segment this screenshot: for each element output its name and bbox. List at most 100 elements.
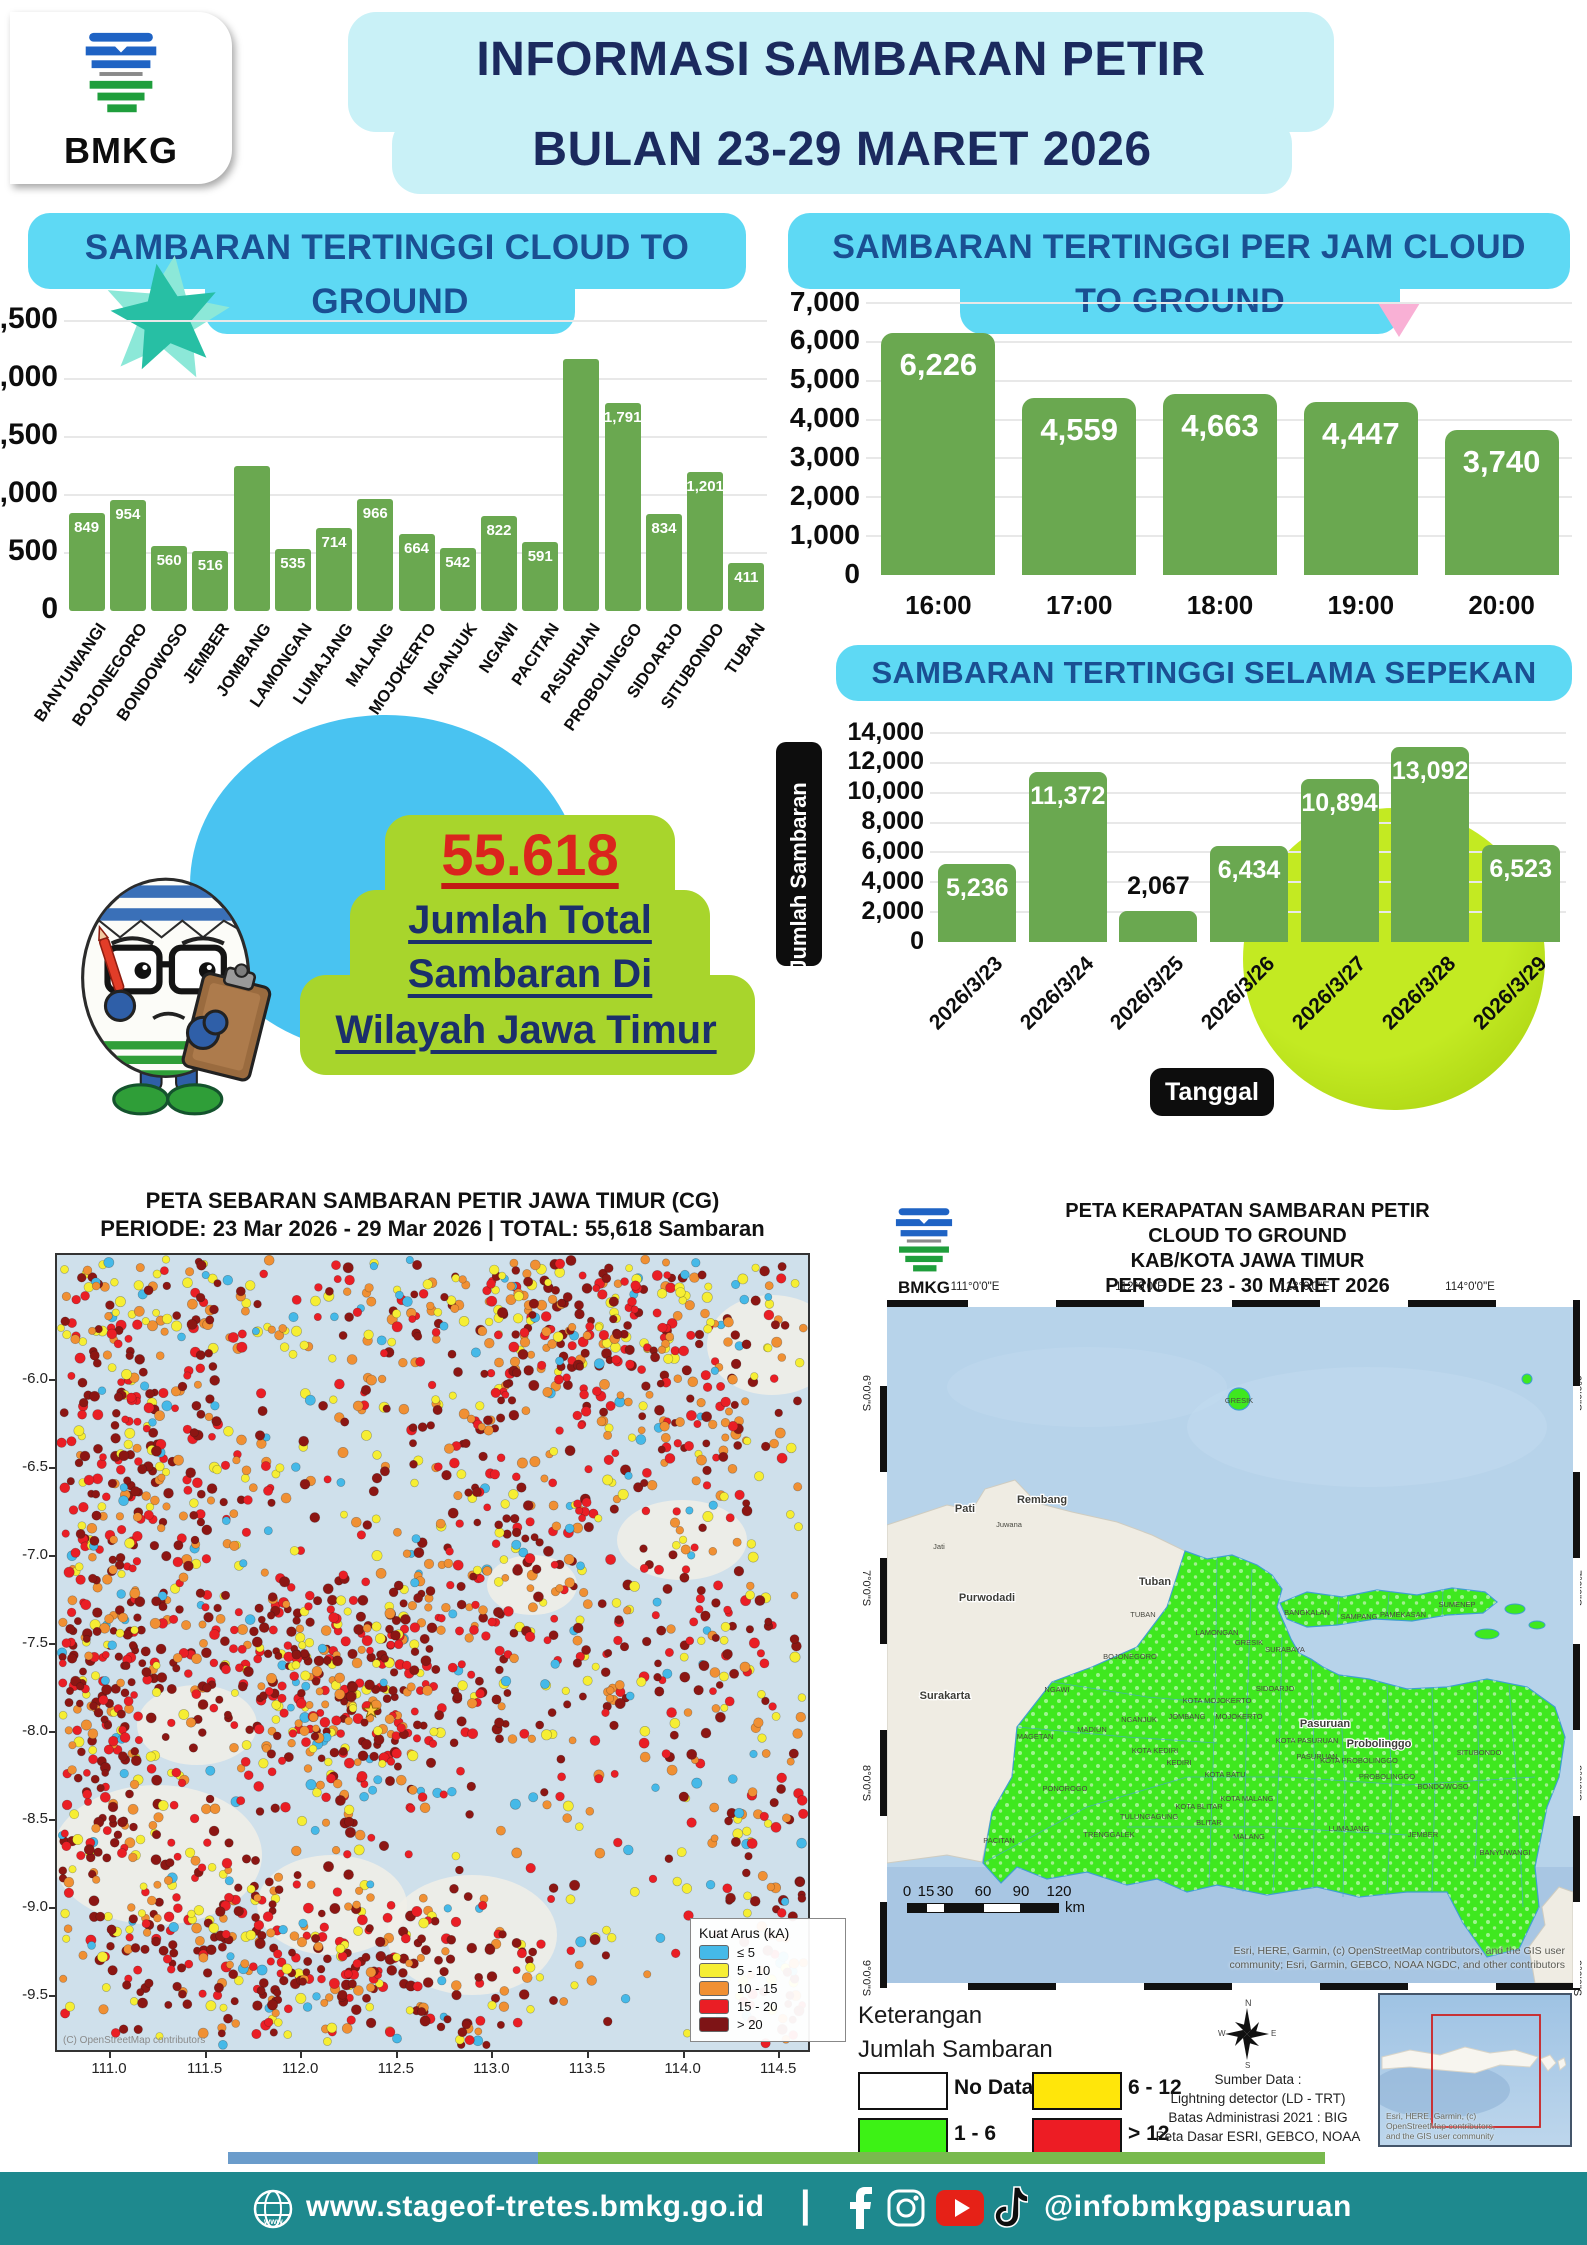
- total-line1: Jumlah Total: [408, 898, 652, 942]
- cg_per_region-bar: [192, 551, 229, 611]
- cg_per_region-bar: [645, 514, 682, 611]
- total-value: 55.618: [441, 823, 619, 888]
- region-label: PONOROGO: [1042, 1784, 1087, 1793]
- scatter-ytick: -7.0: [22, 1546, 48, 1563]
- cg_per_day-xlabel: 2026/3/27: [1287, 952, 1370, 1035]
- region-label: TUBAN: [1130, 1610, 1155, 1619]
- cg_per_day-gridline: [930, 821, 1566, 824]
- cg_per_region-bar: [233, 466, 270, 611]
- scalebar-tick: 15: [917, 1883, 935, 1900]
- footer-website-link[interactable]: www.stageof-tretes.bmkg.go.id: [306, 2190, 765, 2223]
- neatline-right: [1573, 1300, 1580, 1990]
- density-map: Rembang Pati Juwana Jati Purwodadi Surakarta T…: [880, 1300, 1580, 1990]
- region-label: PACITAN: [983, 1836, 1014, 1845]
- sumber-line: Sumber Data :: [1214, 2072, 1302, 2087]
- region-label: Juwana: [996, 1520, 1023, 1529]
- scatter-xtick: 112.0: [281, 2060, 319, 2077]
- cg_per_region-bar-value: 849: [74, 518, 100, 536]
- cg_per_region-bar-value: 411: [734, 569, 759, 587]
- scatter-ytick: -9.0: [22, 1898, 48, 1915]
- region-label: KOTA MALANG: [1220, 1794, 1273, 1803]
- region-label: GRESIK: [1235, 1638, 1263, 1647]
- inset-attribution: Esri, HERE, Garmin, (c) OpenStreetMap con…: [1386, 2111, 1495, 2141]
- section3-title-box: SAMBARAN TERTINGGI SELAMA SEPEKAN: [836, 645, 1572, 701]
- scalebar-segment: [945, 1903, 983, 1913]
- cg_per_region-gridline: [64, 436, 767, 438]
- pink-triangle-icon: [1378, 303, 1420, 337]
- cg_per_hour-bar-value: 3,740: [1462, 443, 1541, 479]
- cg_per_day-xlabel: 2026/3/29: [1468, 952, 1551, 1035]
- cg_per_region-bar: [728, 563, 765, 611]
- region-label: PROBOLINGGO: [1359, 1772, 1415, 1781]
- header-title-line1: INFORMASI SAMBARAN PETIR: [476, 33, 1206, 86]
- keterangan-heading1: Keterangan: [858, 2002, 983, 2029]
- cg_per_hour-ytick: 1,000: [789, 518, 860, 550]
- right-map-bmkg-logo-icon: [895, 1208, 953, 1272]
- legend-swatch: [699, 1945, 729, 1960]
- scatter-legend-item: 15 - 20: [699, 1999, 837, 2014]
- neatline-left: [880, 1300, 887, 1990]
- right-map-lat-label-left: 6°0'0"S: [860, 1375, 872, 1412]
- cg_per_hour-ytick: 5,000: [789, 363, 860, 395]
- right-map-title-line: KAB/KOTA JAWA TIMUR: [1130, 1250, 1365, 1272]
- footer-band: www www.stageof-tretes.bmkg.go.id | @inf…: [0, 2172, 1587, 2245]
- cg_per_region-bar: [604, 403, 641, 611]
- cg_per_day-bar: [1481, 844, 1560, 942]
- cg_per_day-bar: [1119, 911, 1198, 942]
- right-map-lon-label: 111°0'0"E: [950, 1281, 1000, 1293]
- cg_per_hour-ytick: 2,000: [789, 479, 860, 511]
- scatter-xtick-mark: [109, 2052, 111, 2058]
- cg_per_region-bar-value: 954: [115, 506, 141, 524]
- footer-handle-link[interactable]: @infobmkgpasuruan: [1044, 2190, 1352, 2223]
- region-label: MADIUN: [1077, 1725, 1107, 1734]
- left-map-title-line2: PERIODE: 23 Mar 2026 - 29 Mar 2026 | TOT…: [100, 1216, 765, 1241]
- region-label: PAMEKASAN: [1380, 1610, 1426, 1619]
- youtube-icon[interactable]: [936, 2190, 984, 2226]
- keterangan-label: 6 - 12: [1128, 2076, 1182, 2099]
- scatter-xtick-mark: [778, 2052, 781, 2058]
- bmkg-mascot: [81, 877, 272, 1116]
- cg_per_day-xlabel: 2026/3/26: [1196, 952, 1280, 1035]
- right-map-lon-label: 113°0'0"E: [1280, 1281, 1330, 1293]
- scatter-legend-item: 10 - 15: [699, 1981, 837, 1996]
- cg_per_region-gridline: [64, 378, 767, 380]
- region-label: BANYUWANGI: [1480, 1848, 1531, 1857]
- cg_per_hour-ytick: 3,000: [789, 441, 860, 473]
- cg_per_hour-ytick: 7,000: [789, 285, 860, 317]
- legend-swatch: [699, 1981, 729, 1996]
- cg_per_day-bar-value: 6,434: [1217, 855, 1281, 884]
- region-label: KOTA PASURUAN: [1276, 1736, 1339, 1745]
- instagram-icon[interactable]: [886, 2188, 926, 2228]
- inset-attribution-line: OpenStreetMap contributors,: [1386, 2121, 1496, 2131]
- scatter-xtick-mark: [204, 2052, 207, 2058]
- cg_per_hour-xlabel: 17:00: [1045, 590, 1113, 620]
- region-label: KEDIRI: [1166, 1758, 1191, 1767]
- region-label: BANGKALAN: [1284, 1608, 1330, 1617]
- weekly-ylabel-box: Jumlah Sambaran: [776, 742, 822, 972]
- inset-attribution-line: and the GIS user community: [1386, 2131, 1494, 2141]
- scalebar-tick: 90: [1012, 1883, 1030, 1900]
- footer-separator: |: [800, 2184, 812, 2226]
- scatter-ytick: -8.5: [22, 1810, 48, 1827]
- legend-swatch: [699, 1963, 729, 1978]
- region-label: KOTA MOJOKERTO: [1183, 1696, 1252, 1705]
- section3-title: SAMBARAN TERTINGGI SELAMA SEPEKAN: [871, 655, 1537, 690]
- right-map-lat-label-left: 8°0'0"S: [860, 1765, 872, 1802]
- sumber-line: Lightning detector (LD - TRT): [1170, 2091, 1346, 2106]
- region-label: MAGETAN: [1017, 1732, 1054, 1741]
- scalebar-tick: 0: [902, 1883, 912, 1900]
- region-label: JOMBANG: [1168, 1712, 1205, 1721]
- cg_per_hour-bar: [881, 333, 996, 575]
- scatter-ytick-mark: [49, 1467, 55, 1469]
- cg_per_region-bar: [151, 546, 188, 611]
- scalebar-tick: 30: [936, 1883, 954, 1900]
- esri-attribution-line2: community; Esri, Garmin, GEBCO, NOAA NGD…: [1229, 1959, 1565, 1971]
- cg_per_region-ytick: 1,000: [0, 476, 58, 510]
- facebook-icon[interactable]: [846, 2186, 876, 2230]
- cg_per_hour-bar: [1303, 402, 1418, 575]
- cg_per_region-ytick: 2,500: [0, 302, 58, 336]
- tiktok-icon[interactable]: [994, 2185, 1028, 2231]
- region-label: NGAWI: [1044, 1685, 1069, 1694]
- scalebar-segment: [926, 1903, 945, 1913]
- cg_per_day-bar-value: 13,092: [1391, 756, 1469, 785]
